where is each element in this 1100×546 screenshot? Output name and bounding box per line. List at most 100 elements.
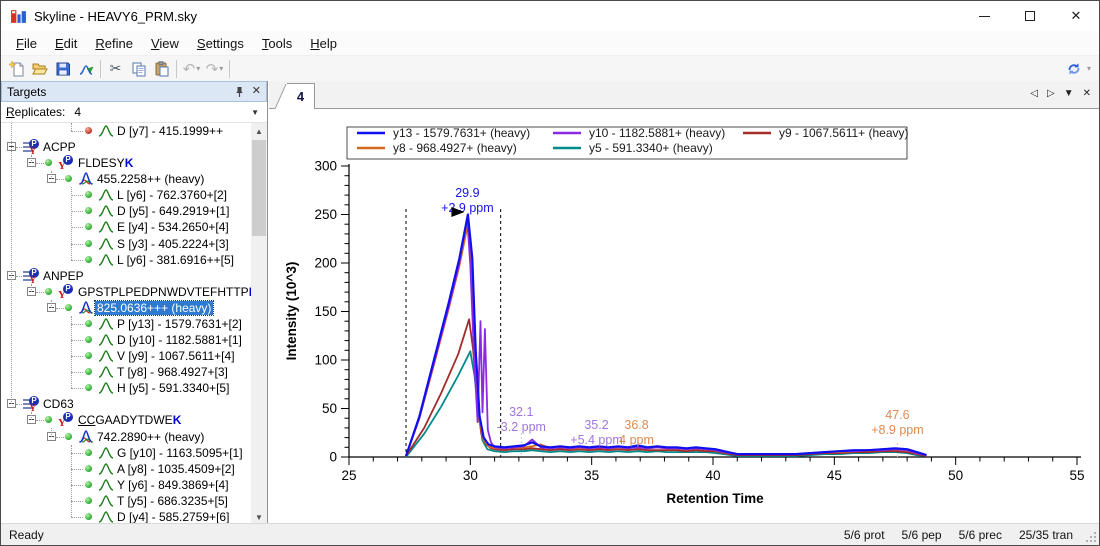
paste-button[interactable] <box>150 58 173 80</box>
tree-row-transition[interactable]: G [y10] - 1163.5095+[1] <box>1 445 250 461</box>
x-axis-title: Retention Time <box>666 491 764 506</box>
tree-item-label: FLDESYK <box>78 156 134 171</box>
chevron-down-icon[interactable]: ▼ <box>251 107 259 117</box>
precursor-peak-icon <box>78 172 94 186</box>
tree-row-transition[interactable]: D [y5] - 649.2919+[1] <box>1 203 250 219</box>
tree-row-transition[interactable]: H [y5] - 591.3340+[5] <box>1 380 250 396</box>
menu-refine[interactable]: Refine <box>95 35 133 51</box>
tree-item-label: V [y9] - 1067.5611+[4] <box>117 349 235 364</box>
legend-label: y8 - 968.4927+ (heavy) <box>393 141 517 155</box>
tree-row-transition[interactable]: T [y5] - 686.3235+[5] <box>1 493 250 509</box>
menu-tools[interactable]: Tools <box>261 35 293 51</box>
tab-replicate-4[interactable]: 4 <box>287 83 315 109</box>
legend-label: y13 - 1579.7631+ (heavy) <box>393 126 530 140</box>
undo-button[interactable]: ↶ ▾ <box>182 60 201 78</box>
tree-row-precursor[interactable]: 742.2890++ (heavy) <box>1 429 250 445</box>
tree-guide-line <box>71 468 83 470</box>
save-button[interactable] <box>51 58 74 80</box>
scroll-up-icon[interactable]: ▲ <box>251 123 267 139</box>
menu-help[interactable]: Help <box>310 35 338 51</box>
tree-guide-line <box>71 484 83 486</box>
tree-row-transition[interactable]: E [y4] - 534.2650+[4] <box>1 219 250 235</box>
green-status-dot <box>85 255 92 263</box>
tree-row-protein[interactable]: P Y ACPP <box>1 139 250 156</box>
targets-tree: D [y7] - 415.1999++ P Y ACPP Y P FLDESYK 455.22… <box>1 123 267 525</box>
chevron-down-icon[interactable]: ▾ <box>1086 64 1091 73</box>
peak-annotation: 47.6 <box>885 408 909 422</box>
peak-annotation: 36.8 <box>624 418 648 432</box>
menu-view[interactable]: View <box>150 35 179 51</box>
selected-peak-arrow-icon <box>451 207 465 217</box>
tree-row-precursor[interactable]: 455.2258++ (heavy) <box>1 171 250 187</box>
tree-row-transition[interactable]: P [y13] - 1579.7631+[2] <box>1 316 250 332</box>
tree-row-transition[interactable]: V [y9] - 1067.5611+[4] <box>1 348 250 364</box>
open-file-button[interactable] <box>28 58 51 80</box>
scroll-down-icon[interactable]: ▼ <box>251 509 267 525</box>
tree-item-label: CD63 <box>43 397 74 412</box>
next-graph-icon[interactable]: ▷ <box>1047 88 1055 99</box>
tree-row-precursor[interactable]: 825.0636+++ (heavy) <box>1 299 250 316</box>
close-button[interactable]: ✕ <box>1053 1 1099 31</box>
replicates-combobox[interactable]: 4 <box>74 105 82 119</box>
peak-annotation: +8.9 ppm <box>871 423 923 437</box>
import-results-button[interactable] <box>74 58 97 80</box>
copy-button[interactable] <box>127 58 150 80</box>
close-graph-icon[interactable]: ✕ <box>1082 88 1091 99</box>
app-icon <box>11 9 26 23</box>
targets-header: Targets ✕ <box>1 81 267 102</box>
tree-scrollbar[interactable]: ▲ ▼ <box>251 123 267 525</box>
tree-row-transition[interactable]: D [y7] - 415.1999++ <box>1 123 250 139</box>
redo-button[interactable]: ↷ ▾ <box>205 60 224 78</box>
peak-annotation: 4 ppm <box>619 433 654 447</box>
tree-row-protein[interactable]: P Y CD63 <box>1 396 250 413</box>
new-document-button[interactable] <box>5 58 28 80</box>
status-count: 5/6 prec <box>958 527 1002 542</box>
tree-row-transition[interactable]: L [y6] - 381.6916++[5] <box>1 252 250 268</box>
green-status-dot <box>85 352 92 360</box>
cut-button[interactable]: ✂ <box>104 58 127 80</box>
new-document-icon <box>8 60 23 76</box>
maximize-button[interactable] <box>1007 1 1053 31</box>
tree-guide-line <box>71 315 72 389</box>
svg-text:25: 25 <box>341 468 356 483</box>
prev-graph-icon[interactable]: ◁ <box>1030 88 1038 99</box>
svg-text:150: 150 <box>314 304 337 319</box>
tree-guide-line <box>56 179 64 181</box>
tree-row-transition[interactable]: D [y10] - 1182.5881+[1] <box>1 332 250 348</box>
cut-icon: ✂ <box>109 60 122 76</box>
tree-guide-line <box>51 428 52 437</box>
tree-row-transition[interactable]: D [y4] - 585.2759+[6] <box>1 509 250 525</box>
tree-guide-line <box>16 147 22 149</box>
graph-menu-icon[interactable]: ▼ <box>1063 88 1074 99</box>
menu-file[interactable]: File <box>16 35 37 51</box>
chromatogram-pane: 4 ◁ ▷ ▼ ✕ y13 - 1579.7631+ (heavy) y10 - 118… <box>269 81 1099 525</box>
chromatogram-plot[interactable]: y13 - 1579.7631+ (heavy) y10 - 1182.5881+… <box>269 109 1099 525</box>
legend-label: y5 - 591.3340+ (heavy) <box>589 141 713 155</box>
tree-row-transition[interactable]: T [y8] - 968.4927+[3] <box>1 364 250 380</box>
tree-item-label: GPSTPLPEDPNWDVTEFHTTPK <box>78 284 257 299</box>
tree-row-transition[interactable]: Y [y6] - 849.3869+[4] <box>1 477 250 493</box>
tree-guide-line <box>11 123 12 405</box>
resize-grip[interactable] <box>1086 532 1096 542</box>
transition-peak-icon <box>98 494 114 508</box>
tree-guide-line <box>16 275 22 277</box>
tree-row-transition[interactable]: A [y8] - 1035.4509+[2] <box>1 461 250 477</box>
transition-peak-icon <box>98 124 114 138</box>
targets-close-icon[interactable]: ✕ <box>251 85 261 97</box>
tree-row-transition[interactable]: S [y3] - 405.2224+[3] <box>1 236 250 252</box>
minimize-button[interactable] <box>961 1 1007 31</box>
tree-row-transition[interactable]: L [y6] - 762.3760+[2] <box>1 187 250 203</box>
menu-settings[interactable]: Settings <box>196 35 244 51</box>
live-report-button[interactable] <box>1063 58 1086 80</box>
pin-icon[interactable] <box>234 86 245 98</box>
open-file-icon <box>31 63 48 74</box>
scrollbar-thumb[interactable] <box>252 140 266 236</box>
chromatogram-trace <box>404 213 927 457</box>
tree-item-label: D [y7] - 415.1999++ <box>117 124 224 138</box>
svg-text:35: 35 <box>584 468 599 483</box>
paste-icon <box>155 60 168 76</box>
tree-row-protein[interactable]: P Y ANPEP <box>1 267 250 285</box>
menu-edit[interactable]: Edit <box>54 35 78 51</box>
